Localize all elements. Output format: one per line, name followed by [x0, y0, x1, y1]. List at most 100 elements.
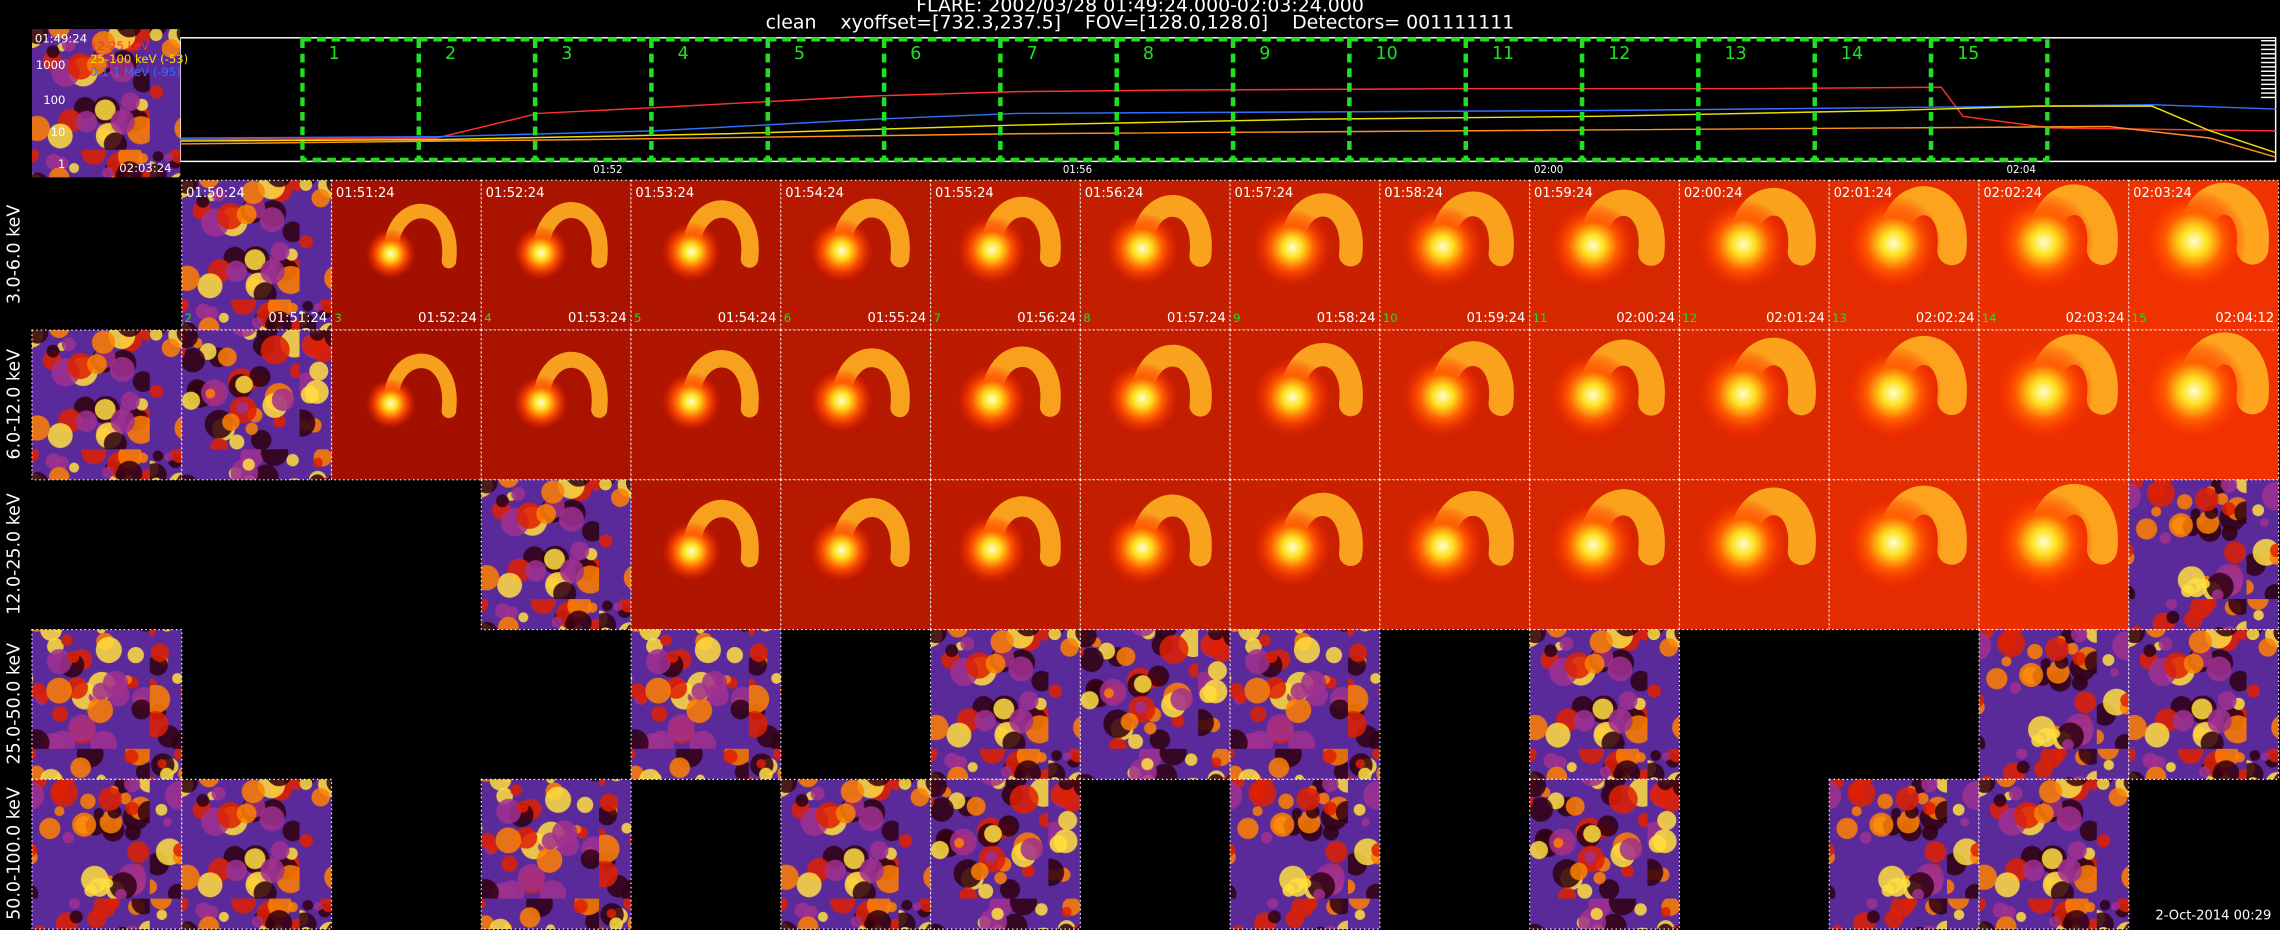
image-cell: 01:56:24 01:57:24 8 — [1079, 179, 1231, 331]
cell-border — [630, 479, 782, 631]
row-label: 6.0-12.0 keV — [5, 349, 25, 460]
source — [957, 515, 1026, 584]
thumbnail: 01:49:24 02:03:24 — [31, 29, 181, 178]
interval-label: 5 — [794, 44, 805, 64]
source — [1993, 342, 2094, 443]
interval-label: 3 — [561, 44, 572, 64]
image — [1529, 779, 1680, 930]
cell-border — [1379, 479, 1531, 631]
start-time: 01:55:24 — [935, 186, 994, 201]
source — [1697, 198, 1789, 290]
interval-index: 3 — [334, 311, 341, 325]
source — [2141, 189, 2247, 294]
cell-border — [2128, 479, 2280, 631]
cell-border — [1529, 479, 1681, 631]
cell-border — [780, 329, 932, 481]
source — [513, 225, 569, 281]
image-cell — [930, 778, 1081, 930]
cell-border — [1978, 778, 2130, 930]
title: FLARE: 2002/03/28 01:49:24.000-02:03:24.… — [916, 0, 1364, 16]
legend-entry: 0.1-1 MeV (-95) — [90, 65, 181, 79]
source — [1401, 355, 1484, 438]
start-time: 01:57:24 — [1235, 186, 1294, 201]
cell-border — [1229, 629, 1381, 780]
interval-box — [1928, 37, 2050, 163]
image-cell — [1529, 629, 1681, 780]
image-cell — [181, 329, 333, 481]
image — [930, 629, 1081, 780]
interval-label: 6 — [910, 44, 921, 64]
image — [780, 779, 931, 930]
image-cell — [930, 329, 1081, 481]
x-tick-label: 02:04 — [2007, 165, 2036, 176]
cell-border — [480, 778, 632, 930]
image-cell — [630, 329, 782, 481]
cell-border — [1079, 179, 1231, 331]
end-time: 01:59:24 — [1467, 311, 1526, 326]
image-cell — [1978, 778, 2130, 930]
cell-border — [630, 629, 782, 780]
source — [513, 375, 569, 430]
source — [1253, 358, 1332, 437]
image-cell — [1678, 479, 1830, 631]
cell-border — [1978, 479, 2130, 631]
interval-label: 10 — [1376, 44, 1398, 64]
cell-border — [181, 179, 333, 331]
cell-border — [1828, 778, 1980, 930]
interval-index: 2 — [185, 311, 192, 325]
image-cell: 01:59:24 02:00:24 11 — [1529, 179, 1681, 331]
start-time: 01:58:24 — [1384, 186, 1443, 201]
source — [661, 222, 721, 282]
image-cell — [1229, 629, 1381, 780]
end-time: 01:53:24 — [568, 311, 627, 326]
image-cell — [1079, 329, 1231, 481]
source — [1549, 352, 1637, 439]
cell-border — [181, 329, 333, 481]
cell-border — [1678, 179, 1830, 331]
interval-label: 13 — [1725, 44, 1747, 64]
image — [1080, 629, 1231, 780]
image — [1230, 779, 1380, 930]
cell-border — [1529, 778, 1681, 930]
cell-border — [930, 629, 1081, 780]
interval-index: 4 — [484, 311, 491, 325]
image-cell — [2128, 629, 2280, 780]
cell-border — [31, 778, 183, 930]
image-cell — [480, 329, 632, 481]
image-cell — [1229, 329, 1381, 481]
source — [1993, 491, 2094, 592]
image-cell: 01:51:24 01:52:24 3 — [330, 179, 482, 331]
interval-index: 14 — [1982, 311, 1997, 325]
thumb-time: 01:49:24 — [35, 32, 87, 46]
interval-index: 6 — [784, 311, 791, 325]
source — [661, 521, 721, 581]
source — [809, 218, 874, 283]
source — [1845, 195, 1942, 292]
image — [181, 180, 332, 331]
cell-border — [930, 778, 1081, 930]
cell-border — [780, 179, 932, 331]
cell-border — [1678, 329, 1830, 481]
cell-border — [930, 179, 1081, 331]
start-time: 01:53:24 — [635, 186, 694, 201]
interval-index: 8 — [1083, 311, 1090, 325]
source — [1105, 212, 1179, 285]
image-cell: 01:50:24 01:51:24 2 — [181, 179, 333, 331]
image-cell — [31, 329, 183, 481]
interval-index: 13 — [1832, 311, 1847, 325]
thumb-image — [31, 29, 181, 178]
cell-border — [1828, 329, 1980, 481]
interval-label: 1 — [329, 44, 340, 64]
row-label: 3.0-6.0 keV — [5, 205, 25, 305]
cell-border — [2128, 629, 2280, 780]
cell-border — [1978, 629, 2130, 780]
source — [1549, 501, 1637, 589]
source — [365, 378, 416, 429]
start-time: 01:56:24 — [1085, 186, 1144, 201]
end-time: 01:51:24 — [268, 311, 327, 326]
end-time: 01:57:24 — [1167, 311, 1226, 326]
cell-border — [630, 329, 782, 481]
x-tick-label: 01:52 — [593, 165, 622, 176]
end-time: 02:01:24 — [1766, 311, 1825, 326]
